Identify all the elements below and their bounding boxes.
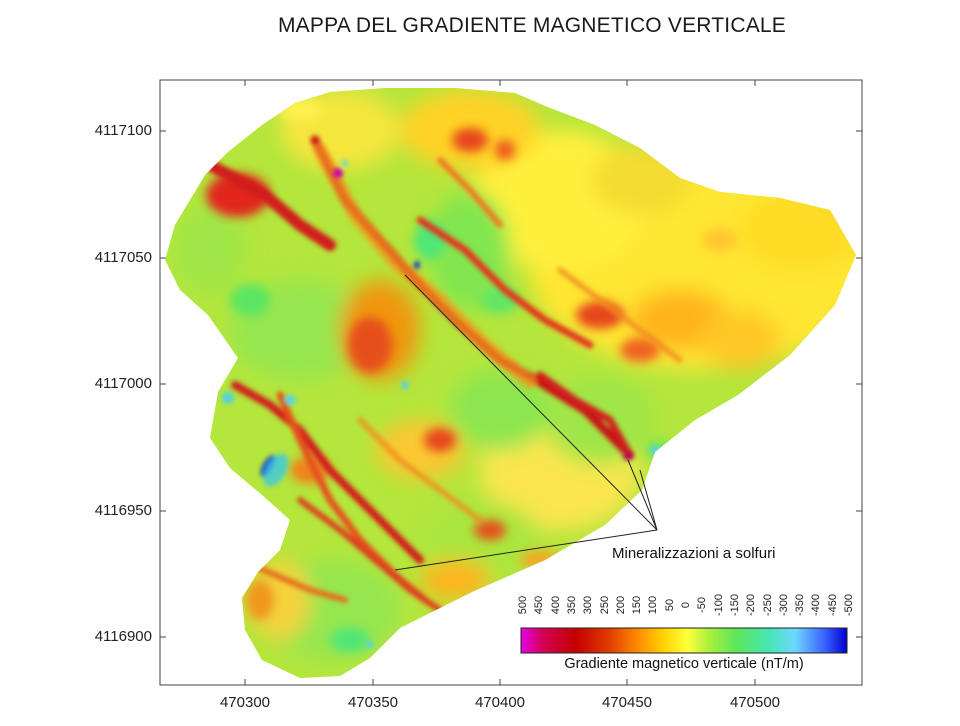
legend-value: 300 [582, 595, 595, 615]
legend-value: 500 [517, 595, 529, 615]
legend-value: -500 [843, 593, 855, 617]
y-tick-label: 4116950 [94, 502, 152, 519]
legend-value: 100 [647, 595, 660, 615]
map-title: MAPPA DEL GRADIENTE MAGNETICO VERTICALE [277, 14, 787, 37]
y-tick-label: 4116900 [94, 628, 152, 645]
legend-value: 450 [533, 595, 546, 615]
legend-value: 350 [565, 595, 578, 615]
legend-value: -450 [826, 593, 839, 617]
y-tick-label: 4117050 [94, 249, 152, 266]
legend-value: 150 [631, 595, 644, 615]
legend-value: -300 [777, 593, 790, 617]
x-tick-label: 470350 [347, 694, 399, 711]
legend-value: 250 [598, 595, 611, 615]
legend-value: -400 [810, 593, 823, 617]
legend-value: -250 [761, 593, 774, 617]
annotation-leader-lines [394, 274, 658, 571]
legend-value: 400 [549, 595, 562, 615]
y-tick-label: 4117000 [94, 375, 152, 392]
x-tick-label: 470450 [601, 694, 653, 711]
legend-value: -200 [745, 593, 758, 617]
sulfide-mineralization-label: Mineralizzazioni a solfuri [612, 545, 776, 562]
legend-value: -100 [712, 593, 725, 617]
legend-title: Gradiente magnetico verticale (nT/m) [564, 656, 804, 672]
x-tick-label: 470500 [729, 694, 781, 711]
x-tick-label: 470400 [474, 694, 526, 711]
axis-ticks [160, 80, 862, 685]
x-tick-label: 470300 [219, 694, 271, 711]
legend-value: 50 [663, 598, 676, 612]
plot-frame [159, 79, 863, 686]
y-tick-label: 4117100 [94, 122, 152, 139]
legend-value: -350 [794, 593, 807, 617]
legend-value: -50 [696, 597, 709, 613]
legend-colorbar [520, 627, 848, 654]
legend-value: -150 [728, 593, 741, 617]
legend-value: 200 [614, 595, 627, 615]
legend-value: 0 [680, 601, 692, 609]
